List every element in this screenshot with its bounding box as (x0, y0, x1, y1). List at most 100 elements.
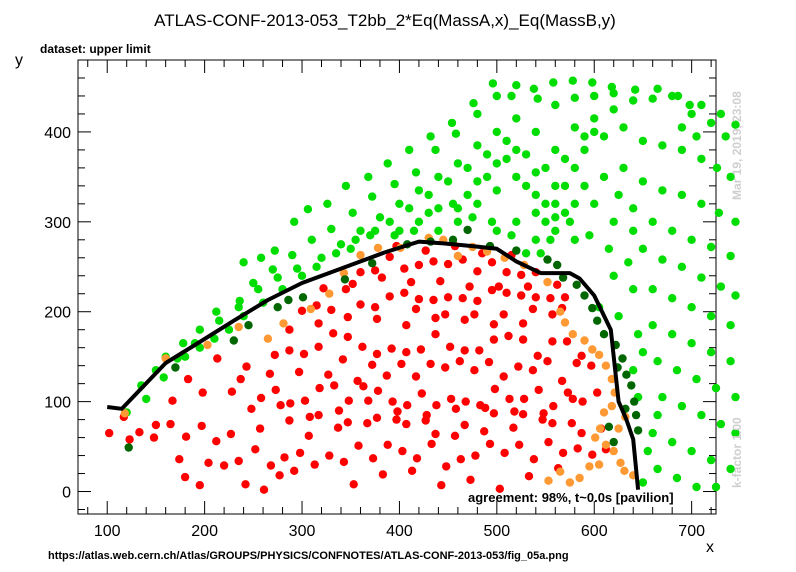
point-allowed (653, 410, 662, 420)
point-excluded-borderline (325, 289, 334, 298)
point-excluded (310, 460, 319, 469)
point-excluded (373, 386, 383, 395)
point-allowed (706, 118, 716, 128)
point-allowed (521, 150, 531, 159)
point-excluded (315, 383, 324, 393)
point-excluded (460, 420, 469, 430)
point-excluded (242, 362, 251, 371)
point-excluded (294, 367, 304, 377)
point-excluded (180, 472, 190, 482)
point-excluded-borderline (234, 322, 243, 332)
point-excluded-borderline (568, 330, 577, 339)
point-allowed (482, 172, 492, 182)
point-excluded (370, 303, 380, 312)
y-tick-label: 0 (62, 485, 71, 502)
point-allowed (711, 482, 721, 492)
point-excluded (353, 376, 362, 386)
point-excluded (363, 419, 372, 428)
point-allowed-borderline (368, 259, 377, 268)
point-allowed (288, 250, 297, 260)
point-excluded (356, 300, 365, 309)
point-excluded (341, 285, 351, 294)
point-excluded (534, 385, 543, 395)
point-allowed (531, 168, 540, 177)
point-excluded (518, 319, 528, 328)
point-allowed (731, 428, 740, 438)
point-allowed (687, 303, 696, 312)
point-excluded (397, 359, 406, 369)
point-excluded (204, 458, 213, 467)
point-allowed (697, 410, 706, 420)
point-allowed (370, 226, 380, 235)
point-allowed (512, 145, 521, 155)
point-excluded (354, 441, 363, 450)
agreement-annotation: agreement: 98%, t~0.0s [pavilion] (468, 490, 674, 505)
point-excluded (286, 399, 295, 408)
point-allowed-borderline (627, 381, 636, 390)
point-excluded (460, 346, 469, 355)
point-allowed (346, 244, 355, 253)
point-allowed (697, 199, 706, 208)
point-excluded (151, 420, 161, 430)
point-excluded (466, 475, 475, 484)
point-allowed (531, 235, 540, 244)
point-excluded (528, 304, 538, 314)
point-excluded (543, 357, 552, 366)
point-excluded (270, 350, 279, 360)
point-allowed (364, 172, 373, 182)
point-allowed (424, 190, 433, 200)
point-allowed (692, 132, 701, 141)
point-allowed (414, 186, 424, 195)
point-excluded (517, 291, 526, 300)
point-excluded (489, 320, 499, 329)
point-excluded-borderline (594, 460, 604, 469)
point-excluded (105, 428, 114, 438)
point-excluded (558, 448, 568, 458)
point-allowed (677, 190, 687, 200)
point-allowed (297, 271, 307, 280)
point-allowed (668, 226, 677, 235)
point-allowed (492, 186, 501, 195)
point-allowed (687, 235, 696, 244)
point-excluded (255, 424, 265, 433)
point-excluded (400, 264, 409, 273)
point-excluded (368, 454, 378, 463)
point-excluded-borderline (565, 478, 575, 487)
point-allowed (447, 118, 457, 128)
point-allowed (434, 172, 443, 182)
point-excluded (359, 382, 368, 391)
point-excluded (414, 294, 424, 304)
point-excluded (431, 313, 440, 323)
point-allowed (648, 94, 657, 103)
point-allowed (599, 132, 609, 141)
point-allowed (677, 401, 687, 411)
point-excluded (168, 396, 177, 405)
point-excluded (358, 342, 367, 351)
point-allowed (629, 204, 638, 213)
point-allowed (492, 127, 501, 137)
point-excluded (383, 440, 392, 449)
point-allowed (672, 473, 682, 483)
point-excluded (533, 351, 542, 360)
point-excluded-borderline (306, 304, 315, 314)
point-allowed (692, 482, 701, 492)
point-excluded (149, 433, 159, 442)
point-excluded (372, 349, 382, 359)
y-tick-label: 200 (44, 305, 71, 322)
point-excluded (509, 423, 518, 432)
point-excluded (197, 421, 206, 431)
point-allowed (706, 242, 716, 252)
point-excluded (356, 268, 365, 277)
point-allowed (614, 312, 623, 321)
point-excluded (445, 342, 455, 351)
point-allowed (633, 330, 643, 339)
point-excluded (368, 360, 377, 369)
point-excluded (422, 410, 431, 420)
point-allowed (609, 105, 618, 114)
point-allowed (341, 181, 351, 191)
point-excluded (588, 450, 597, 459)
point-excluded (461, 397, 470, 406)
point-excluded (226, 429, 236, 439)
point-excluded (251, 445, 260, 454)
point-excluded-borderline (585, 462, 594, 471)
